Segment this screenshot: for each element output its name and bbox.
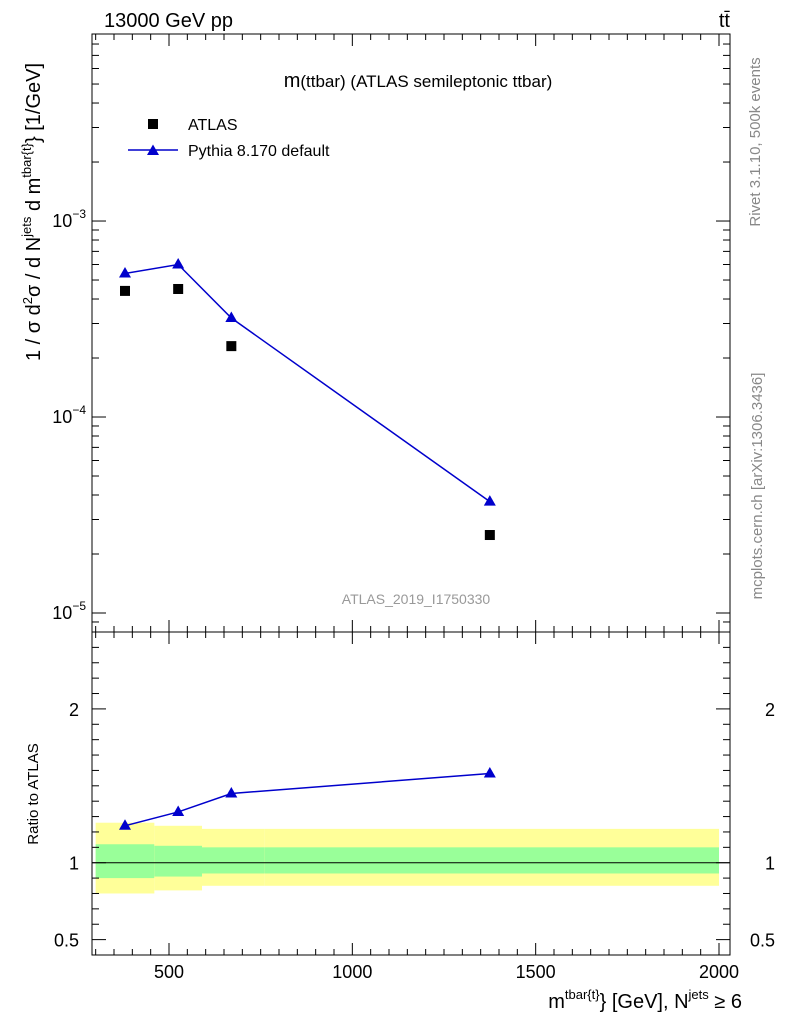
ratio-y-tick-label-right: 0.5 (750, 931, 775, 951)
x-tick-label: 500 (154, 962, 184, 982)
legend-marker-atlas (148, 119, 158, 129)
pythia-line-ratio (124, 772, 490, 827)
plot-title: m(ttbar) (ATLAS semileptonic ttbar) (284, 70, 553, 92)
ratio-y-tick-label-left: 1 (69, 854, 79, 874)
pythia-ratio-point-0 (119, 819, 131, 830)
main-y-tick-label: 10−4 (52, 403, 86, 427)
plot-title-m: m (284, 70, 301, 92)
rivet-version-label: Rivet 3.1.10, 500k events (747, 57, 764, 226)
plot-title-rest: (ttbar) (ATLAS semileptonic ttbar) (300, 72, 552, 91)
main-y-tick-label: 10−3 (52, 207, 86, 231)
pythia-point-1 (172, 258, 185, 269)
mcplots-label: mcplots.cern.ch [arXiv:1306.3436] (749, 373, 766, 600)
x-tick-label: 1500 (516, 962, 556, 982)
series-markers (119, 258, 496, 830)
main-y-tick-label: 10−5 (52, 599, 86, 623)
x-tick-label: 1000 (332, 962, 372, 982)
ratio-y-tick-label-right: 2 (765, 700, 775, 720)
axis-ticks (92, 34, 730, 955)
ratio-y-tick-label-left: 0.5 (54, 931, 79, 951)
atlas-data-point-0 (120, 285, 130, 296)
legend-label-pythia: Pythia 8.170 default (188, 143, 330, 160)
series-lines (124, 263, 491, 827)
legend: ATLAS Pythia 8.170 default (128, 117, 330, 160)
pythia-line-main (124, 263, 491, 503)
ratio-y-tick-label-left: 2 (69, 700, 79, 720)
main-y-axis-label: 1 / σ d2σ / d Njets d mtbar{t}} [1/GeV] (19, 63, 45, 361)
pythia-point-2 (225, 311, 238, 323)
ratio-band-inner-1 (154, 845, 202, 877)
atlas-data-point-3 (484, 530, 495, 541)
ratio-band-inner-0 (95, 844, 155, 879)
ratio-plot-frame (91, 631, 731, 956)
analysis-watermark: ATLAS_2019_I1750330 (342, 591, 491, 607)
energy-label: 13000 GeV pp (104, 10, 233, 32)
ratio-y-tick-label-right: 1 (765, 854, 775, 874)
x-axis-label: mtbar{t}} [GeV], Njets ≥ 6 (548, 987, 742, 1013)
legend-label-atlas: ATLAS (188, 117, 238, 134)
ratio-uncertainty-bands (92, 822, 730, 894)
x-tick-label: 2000 (699, 962, 739, 982)
ratio-band-inner-2 (202, 847, 265, 874)
tick-labels: 500 1000 1500 2000 10−5 10−4 10−3 0.5 0.5 1 1 2 2 (52, 207, 775, 982)
ratio-band-inner-3 (264, 847, 719, 874)
atlas-data-point-1 (173, 283, 184, 294)
pythia-ratio-point-2 (225, 787, 238, 798)
atlas-data-point-2 (226, 341, 237, 352)
pythia-ratio-point-1 (172, 805, 185, 816)
legend-marker-pythia (147, 144, 159, 155)
pythia-point-0 (119, 266, 131, 278)
ratio-y-axis-label: Ratio to ATLAS (25, 743, 42, 844)
pythia-ratio-point-3 (483, 767, 496, 778)
process-label: tt̄ (719, 10, 731, 32)
pythia-point-3 (483, 495, 496, 506)
